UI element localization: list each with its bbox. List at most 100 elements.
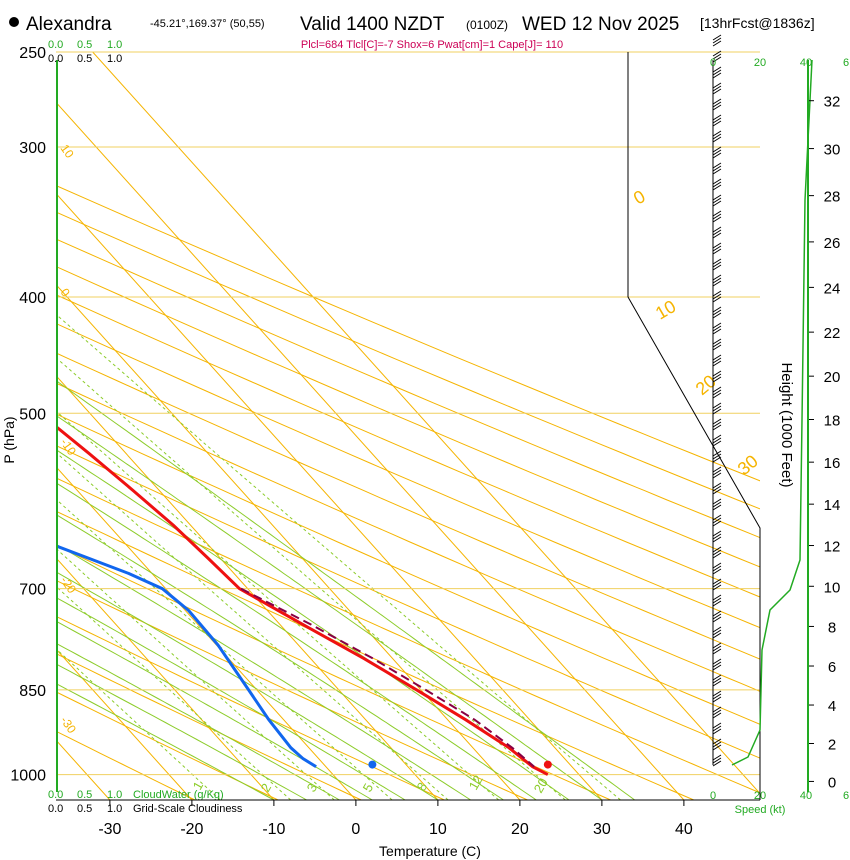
wind-barb-icon [712,117,722,124]
mixing-ratio-line [56,547,335,800]
wind-barb-icon [712,37,722,44]
wind-barb-icon [712,85,722,92]
wind-barb-icon [712,178,722,185]
mixing-ratio-line [56,451,449,800]
height-tick-label: 20 [824,369,841,386]
wind-barb-icon [712,389,722,396]
wind-barb-icon [712,450,722,457]
cloud-scale-bottom-label: 1.0 [107,789,122,801]
dry-adiabat-line [56,652,362,800]
wind-barb-icon [712,546,722,553]
wind-barb-icon [712,66,722,73]
wind-barb-icon [712,181,722,188]
wind-scale-top-label: 0 [710,57,716,69]
wind-barb-icon [712,264,722,271]
wind-scale-top-label: 20 [754,57,766,69]
height-tick-label: 8 [828,619,836,636]
x-tick-label: -30 [98,821,121,838]
wind-barb-icon [712,626,722,633]
wind-barb-icon [712,578,722,585]
wind-barb-icon [712,498,722,505]
surface-temperature-marker [543,760,552,769]
valid-time: Valid 1400 NZDT [300,14,445,35]
wind-barb-icon [712,680,722,687]
wind-barb-icon [712,322,722,329]
mixing-ratio-line [56,357,566,800]
wind-barb-icon [712,629,722,636]
wind-barb-icon [712,661,722,668]
station-coords: -45.21°,169.37° (50,55) [150,18,265,30]
x-tick-label: -10 [262,821,285,838]
wind-barb-icon [712,245,722,252]
x-tick-label: 10 [429,821,447,838]
wind-barb-icon [712,533,722,540]
wind-barb-icon [712,456,722,463]
wind-barb-icon [712,280,722,287]
wind-barb-icon [712,581,722,588]
wind-barb-icon [712,600,722,607]
wind-barb-icon [712,261,722,268]
wind-barb-icon [712,610,722,617]
mixing-ratio-label: 12 [466,772,486,792]
wind-barb-icon [712,405,722,412]
dry-adiabat-line [56,615,445,800]
wind-barb-icon [712,120,722,127]
dry-adiabat-line [56,445,760,759]
temperature-trace [56,424,549,776]
pressure-tick-label: 500 [19,406,46,423]
isotherm-line [56,648,193,800]
wind-barb-icon [712,568,722,575]
height-tick-label: 28 [824,189,841,206]
wind-barb-icon [712,632,722,639]
height-tick-label: 30 [824,142,841,159]
wind-barb-icon [712,370,722,377]
wind-barb-icon [712,197,722,204]
wind-barb-icon [712,341,722,348]
dry-adiabat-line [56,477,760,794]
wind-barb-icon [712,293,722,300]
dry-adiabat-line [56,185,760,482]
pressure-tick-label: 400 [19,290,46,307]
height-tick-label: 6 [828,659,836,676]
wind-barb-icon [712,242,722,249]
x-tick-label: 20 [511,821,529,838]
wind-barb-icon [712,664,722,671]
wind-barb-icon [712,440,722,447]
cloud-scale-top-label: 0.0 [48,39,63,51]
x-tick-label: 0 [351,821,360,838]
wind-barb-icon [712,216,722,223]
height-tick-label: 4 [828,698,836,715]
wind-barb-icon [712,725,722,732]
wind-barb-icon [712,165,722,172]
wind-barb-icon [712,696,722,703]
wind-barb-icon [712,82,722,89]
wind-barb-icon [712,149,722,156]
height-tick-label: 2 [828,736,836,753]
wind-barb-icon [712,34,722,41]
wind-barb-icon [712,677,722,684]
wind-barb-icon [712,258,722,265]
wind-barb-icon [712,744,722,751]
wind-barb-icon [712,309,722,316]
wind-barb-icon [712,168,722,175]
wind-barb-icon [712,754,722,761]
wind-barb-icon [712,709,722,716]
cloudiness-scale-top-label: 1.0 [107,53,122,65]
wind-barb-icon [712,738,722,745]
cloud-scale-top-label: 0.5 [77,39,92,51]
wind-barb-icon [712,290,722,297]
wind-barb-icon [712,344,722,351]
moist-adiabat-line [56,596,406,800]
wind-barb-icon [712,469,722,476]
cloudiness-scale-bottom-label: 1.0 [107,803,122,815]
cloud-scale-top-label: 1.0 [107,39,122,51]
wind-scale-top-label: 6 [843,57,849,69]
wind-barb-icon [712,741,722,748]
wind-barb-icon [712,418,722,425]
moist-adiabat-line [56,682,275,800]
mixing-ratio-line [56,585,292,800]
wind-barb-icon [712,472,722,479]
sounding-params: Plcl=684 Tlcl[C]=-7 Shox=6 Pwat[cm]=1 Ca… [301,39,563,51]
wind-scale-bottom-label: 6 [843,790,849,802]
